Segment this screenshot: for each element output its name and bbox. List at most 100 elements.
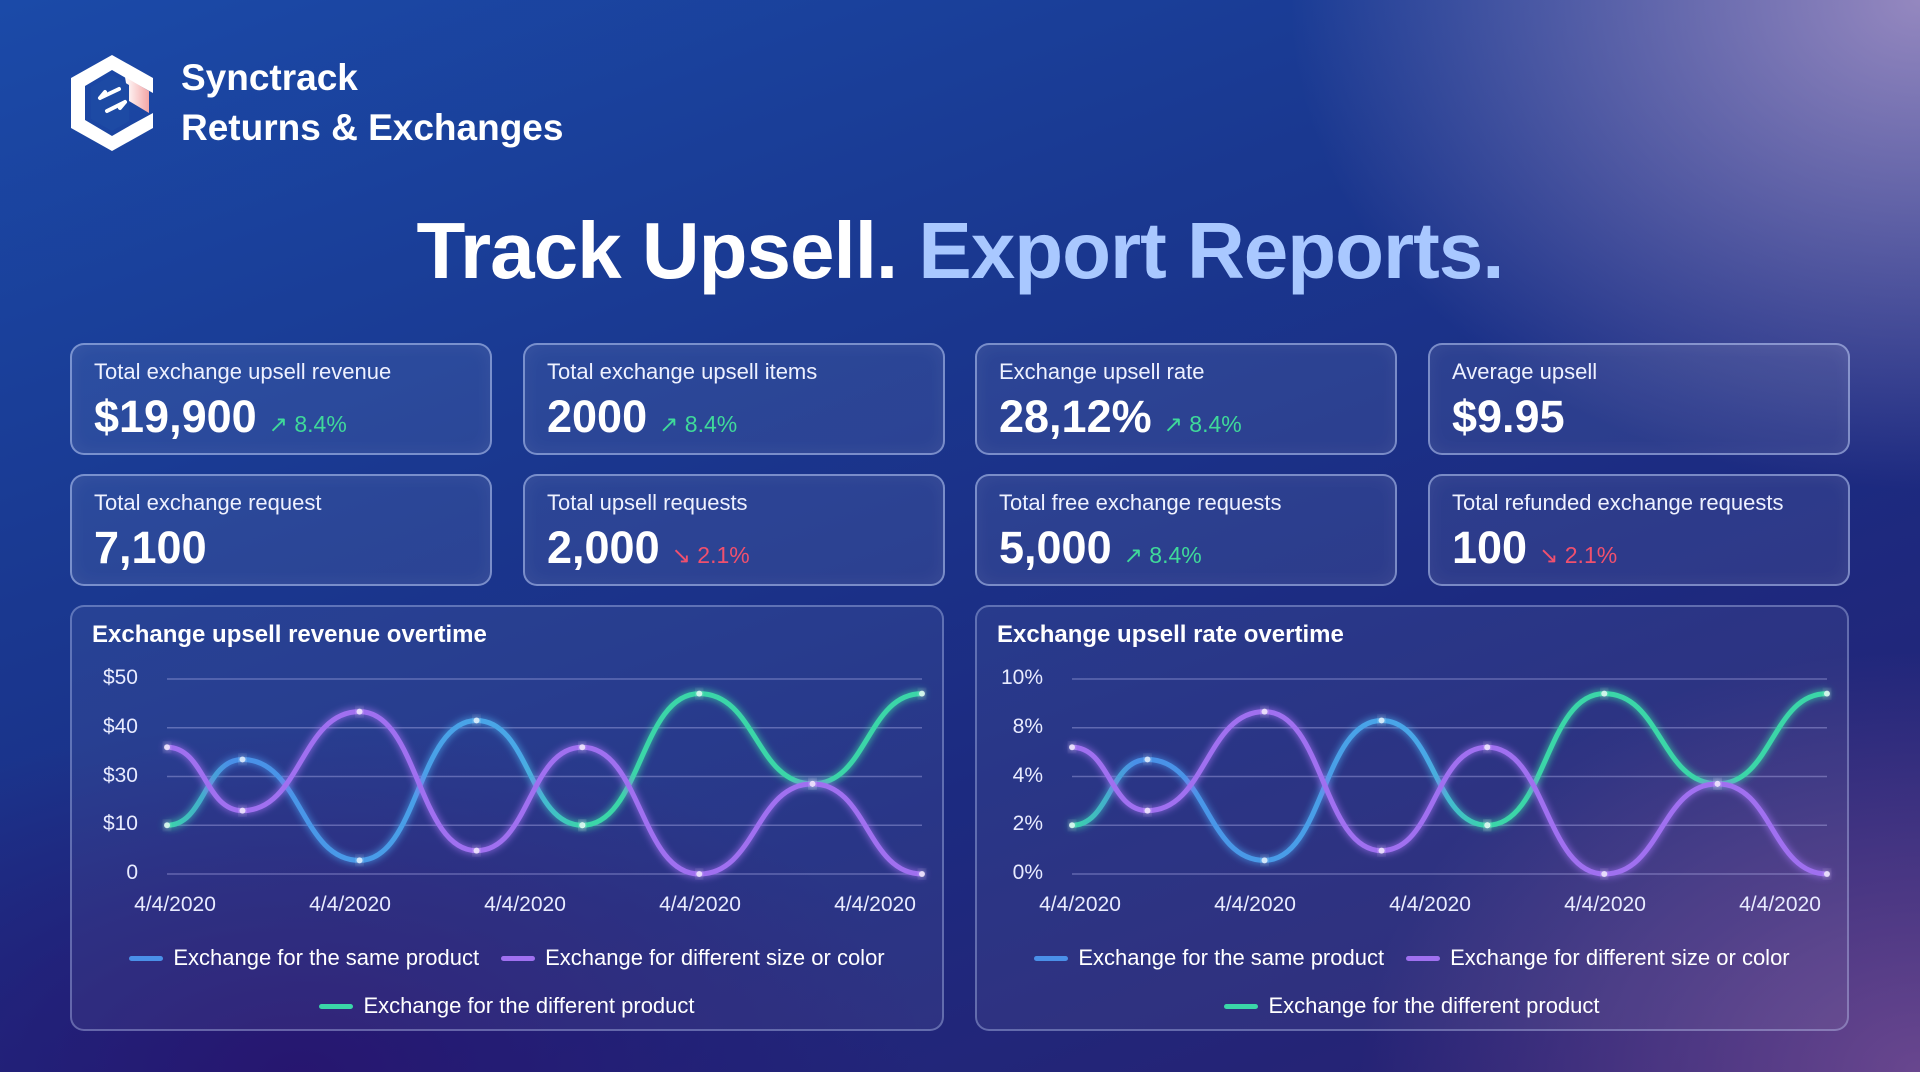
data-point[interactable]	[919, 690, 925, 697]
data-point[interactable]	[1144, 807, 1151, 814]
data-point[interactable]	[356, 708, 363, 715]
x-tick-label: 4/4/2020	[134, 893, 216, 916]
chart-legend: Exchange for the same product Exchange fo…	[977, 945, 1847, 971]
legend-swatch	[1406, 955, 1441, 961]
data-point[interactable]	[1144, 756, 1151, 763]
data-point[interactable]	[1069, 822, 1075, 829]
revenue-chart-panel: Exchange upsell revenue overtime $50 $40 $3…	[70, 605, 944, 1031]
kpi-value: $19,900	[94, 391, 257, 442]
chart-legend-row2: Exchange for the different product	[72, 993, 942, 1019]
kpi-delta-value: 8.4%	[294, 411, 347, 437]
kpi-card: Total refunded exchange requests 100 ↘ 2.1…	[1428, 474, 1850, 586]
kpi-delta: ↗ 8.4%	[659, 411, 737, 438]
trend-down-arrow-icon: ↘	[1539, 542, 1559, 568]
data-point[interactable]	[809, 780, 816, 787]
trend-up-arrow-icon: ↗	[1123, 542, 1143, 568]
legend-item[interactable]: Exchange for different size or color	[501, 945, 885, 971]
data-point[interactable]	[1601, 871, 1608, 877]
data-point[interactable]	[1261, 857, 1268, 864]
y-tick-label: $50	[102, 666, 138, 689]
legend-label: Exchange for the same product	[1078, 945, 1385, 970]
data-point[interactable]	[919, 871, 925, 877]
data-point[interactable]	[239, 756, 246, 763]
x-tick-label: 4/4/2020	[1739, 893, 1821, 916]
data-point[interactable]	[356, 857, 363, 864]
data-point[interactable]	[579, 822, 586, 829]
kpi-delta-value: 2.1%	[697, 542, 750, 568]
kpi-value: $9.95	[1452, 391, 1565, 442]
data-point[interactable]	[1601, 690, 1608, 697]
legend-item[interactable]: Exchange for the same product	[129, 945, 479, 971]
kpi-delta: ↗ 8.4%	[1164, 411, 1242, 438]
kpi-value: 2000	[547, 391, 648, 442]
brand: Synctrack Returns & Exchanges	[67, 53, 563, 153]
synctrack-logo-icon	[71, 55, 153, 151]
legend-label: Exchange for different size or color	[545, 945, 885, 970]
legend-label: Exchange for the different product	[1268, 993, 1600, 1018]
data-point[interactable]	[696, 871, 703, 877]
legend-item[interactable]: Exchange for the same product	[1034, 945, 1384, 971]
kpi-delta: ↘ 2.1%	[672, 542, 750, 569]
kpi-label: Total exchange upsell revenue	[94, 359, 392, 384]
series-line-different-size-color	[164, 709, 925, 877]
kpi-value: 28,12%	[999, 391, 1152, 442]
legend-swatch	[1034, 955, 1069, 961]
legend-item[interactable]: Exchange for different size or color	[1406, 945, 1790, 971]
y-tick-label: 4%	[1012, 763, 1043, 787]
data-point[interactable]	[1069, 744, 1075, 751]
series-line-same-product	[1069, 717, 1490, 863]
series-line-different-size-color	[1069, 709, 1830, 877]
kpi-delta-value: 8.4%	[1149, 542, 1202, 568]
y-tick-label: $10	[102, 812, 138, 836]
headline-part1: Track Upsell.	[416, 206, 899, 295]
legend-swatch	[319, 1003, 354, 1009]
x-tick-label: 4/4/2020	[659, 893, 741, 916]
data-point[interactable]	[1824, 871, 1830, 877]
data-point[interactable]	[1824, 690, 1830, 697]
kpi-label: Average upsell	[1452, 359, 1598, 384]
legend-label: Exchange for the different product	[363, 993, 695, 1018]
data-point[interactable]	[1484, 744, 1491, 751]
chart-title: Exchange upsell revenue overtime	[92, 621, 487, 648]
kpi-card: Exchange upsell rate 28,12% ↗ 8.4%	[975, 343, 1397, 455]
line-chart	[1069, 678, 1830, 877]
data-point[interactable]	[239, 807, 246, 814]
data-point[interactable]	[1484, 822, 1491, 829]
chart-legend-row2: Exchange for the different product	[977, 993, 1847, 1019]
legend-item[interactable]: Exchange for the different product	[1224, 993, 1600, 1019]
y-tick-label: $40	[102, 714, 138, 738]
data-point[interactable]	[473, 847, 480, 854]
data-point[interactable]	[696, 690, 703, 697]
data-point[interactable]	[1378, 847, 1385, 854]
x-tick-label: 4/4/2020	[484, 893, 566, 916]
chart-title: Exchange upsell rate overtime	[997, 621, 1344, 648]
legend-label: Exchange for different size or color	[1450, 945, 1790, 970]
y-tick-label: $30	[102, 763, 138, 787]
kpi-value: 2,000	[547, 522, 660, 573]
legend-item[interactable]: Exchange for the different product	[319, 993, 695, 1019]
data-point[interactable]	[579, 744, 586, 751]
legend-label: Exchange for the same product	[173, 945, 480, 970]
brand-name: Synctrack	[181, 57, 358, 98]
headline-part2: Export Reports.	[918, 206, 1504, 295]
kpi-card: Average upsell $9.95	[1428, 343, 1850, 455]
data-point[interactable]	[473, 717, 480, 724]
data-point[interactable]	[1714, 780, 1721, 787]
data-point[interactable]	[164, 744, 170, 751]
data-point[interactable]	[164, 822, 170, 829]
kpi-value: 5,000	[999, 522, 1112, 573]
kpi-delta: ↗ 8.4%	[1124, 542, 1202, 569]
headline: Track Upsell. Export Reports.	[0, 205, 1920, 297]
trend-up-arrow-icon: ↗	[1163, 411, 1183, 437]
series-line-different-product	[579, 691, 925, 828]
kpi-value: 100	[1452, 522, 1528, 573]
kpi-card: Total exchange upsell items 2000 ↗ 8.4%	[523, 343, 945, 455]
kpi-delta-value: 8.4%	[684, 411, 738, 437]
data-point[interactable]	[1261, 708, 1268, 715]
data-point[interactable]	[1378, 717, 1385, 724]
kpi-value: 7,100	[94, 522, 207, 573]
rate-chart-panel: Exchange upsell rate overtime 10% 8% 4% 2% 0%…	[975, 605, 1849, 1031]
y-tick-label: 10%	[1000, 666, 1043, 689]
kpi-delta-value: 2.1%	[1564, 542, 1618, 568]
kpi-label: Total exchange upsell items	[547, 359, 818, 384]
